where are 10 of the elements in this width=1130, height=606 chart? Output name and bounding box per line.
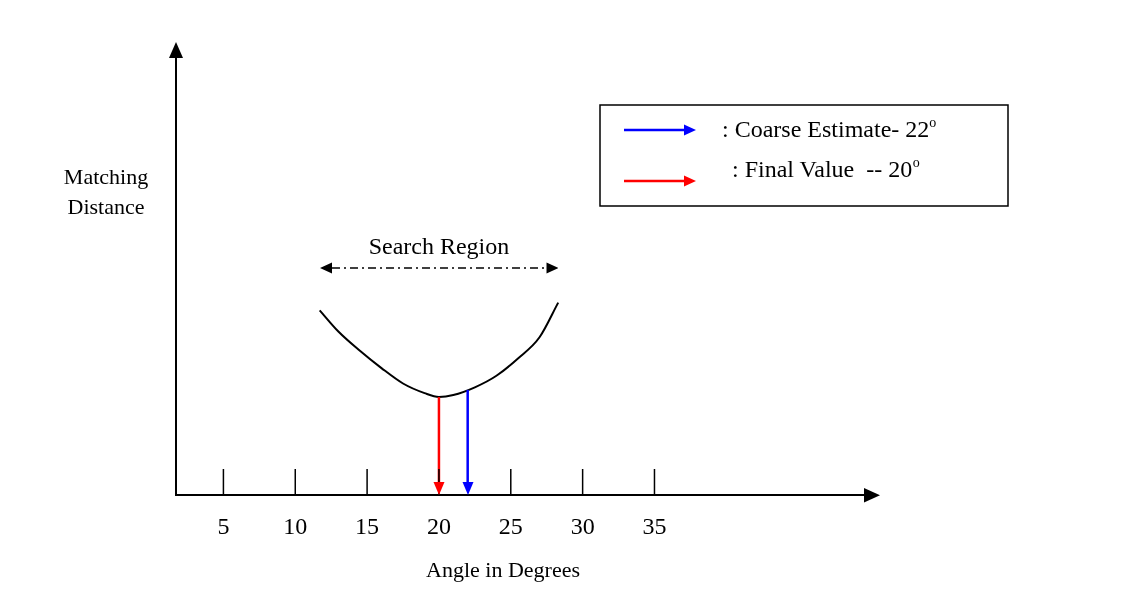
x-tick-label: 20 <box>426 512 451 539</box>
text: Search Region <box>368 232 510 259</box>
x-tick-label: 35 <box>642 512 667 539</box>
x-tick-label: 25 <box>498 512 523 539</box>
x-tick-label: 15 <box>355 512 380 539</box>
y-axis-title: Matching Distance <box>63 163 149 219</box>
x-tick-label: 30 <box>570 512 595 539</box>
x-tick-label: 10 <box>283 512 308 539</box>
x-axis-title: Angle in Degrees <box>426 556 580 582</box>
x-tick-label: 5 <box>217 512 230 539</box>
